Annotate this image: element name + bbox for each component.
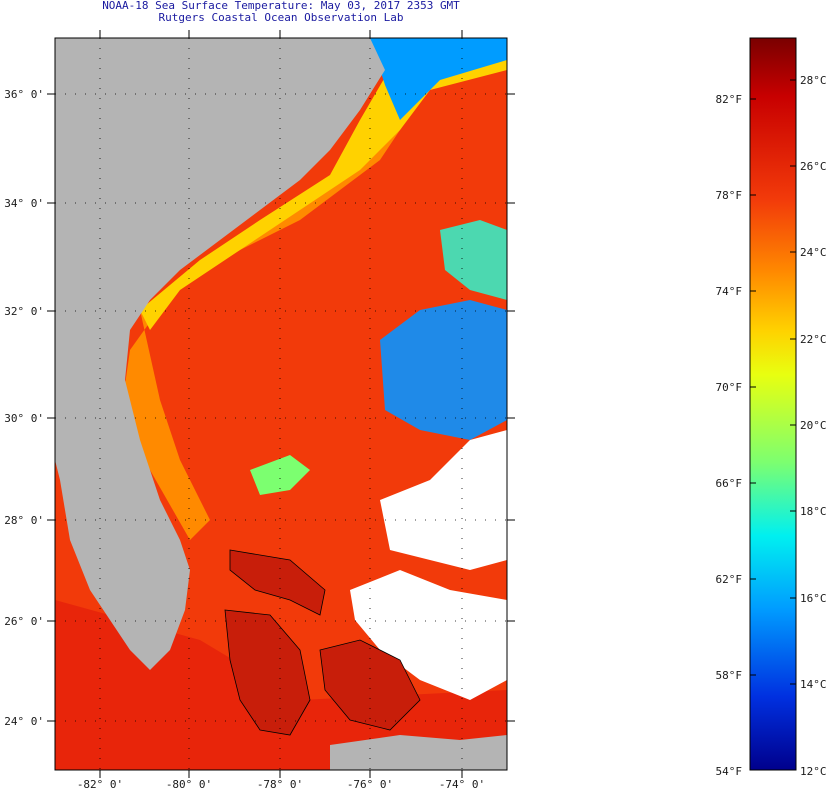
lat-label: 36° 0' — [4, 88, 44, 101]
colorbar — [749, 37, 797, 771]
colorbar-c-label: 20°C — [800, 419, 827, 432]
colorbar-c-label: 26°C — [800, 160, 827, 173]
colorbar-c-label: 14°C — [800, 678, 827, 691]
colorbar-c-min: 12°C — [800, 765, 827, 778]
colorbar-c-label: 18°C — [800, 505, 827, 518]
cool-coastal-water — [140, 38, 507, 330]
colorbar-f-min: 54°F — [715, 765, 743, 778]
colorbar-c-label: 16°C — [800, 592, 827, 605]
colorbar-c-label: 24°C — [800, 246, 827, 259]
cool-eddy-patch-3 — [250, 455, 310, 495]
colorbar-f-label: 66°F — [715, 477, 743, 490]
lat-label: 32° 0' — [4, 305, 44, 318]
colorbar-f-label: 78°F — [715, 189, 743, 202]
lon-label: -74° 0' — [438, 778, 486, 791]
colorbar-ticks — [750, 79, 796, 685]
lon-label: -80° 0' — [165, 778, 213, 791]
bahamas-bank-2 — [224, 609, 311, 736]
graticule — [47, 30, 515, 778]
lat-label: 34° 0' — [4, 197, 44, 210]
map-title: NOAA-18 Sea Surface Temperature: May 03,… — [102, 0, 460, 12]
bahamas-bank-3 — [319, 639, 421, 731]
colorbar-f-label: 74°F — [715, 285, 743, 298]
map-subtitle: Rutgers Coastal Ocean Observation Lab — [158, 11, 404, 24]
lat-label: 26° 0' — [4, 615, 44, 628]
bahamas-bank — [229, 549, 326, 616]
lat-label: 28° 0' — [4, 514, 44, 527]
cool-eddy-patch-2 — [440, 220, 507, 300]
colorbar-f-label: 82°F — [715, 93, 743, 106]
cold-northern-water — [370, 38, 507, 120]
lat-label: 24° 0' — [4, 715, 44, 728]
colorbar-f-label: 62°F — [715, 573, 743, 586]
lat-label: 30° 0' — [4, 412, 44, 425]
colorbar-c-label: 28°C — [800, 74, 827, 87]
lon-label: -78° 0' — [256, 778, 304, 791]
colorbar-f-label: 58°F — [715, 669, 743, 682]
lon-label: -76° 0' — [346, 778, 394, 791]
lon-label: -82° 0' — [76, 778, 124, 791]
cuba-coast — [330, 735, 507, 770]
colorbar-f-label: 70°F — [715, 381, 743, 394]
colorbar-c-label: 22°C — [800, 333, 827, 346]
map-frame — [54, 37, 508, 771]
cool-eddy-patch — [380, 300, 507, 440]
cloud-cover-2 — [350, 570, 507, 700]
cloud-cover — [380, 430, 507, 570]
us-mainland — [55, 38, 385, 670]
